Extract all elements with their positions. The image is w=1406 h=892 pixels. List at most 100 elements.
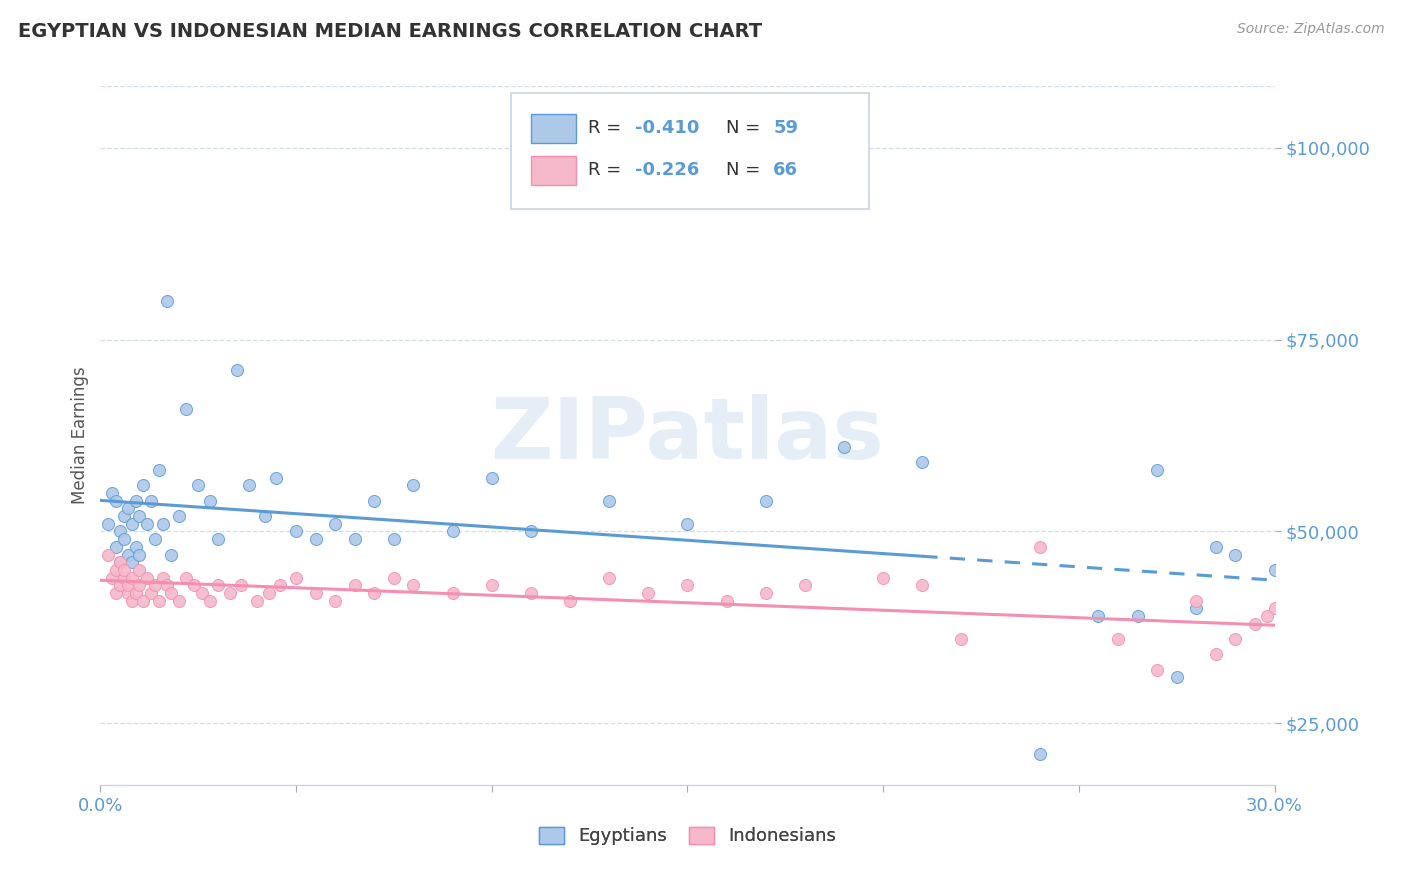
Point — [1146, 463, 1168, 477]
Point — [191, 586, 214, 600]
Point — [156, 294, 179, 309]
Point — [755, 586, 778, 600]
Point — [156, 578, 179, 592]
Point — [183, 578, 205, 592]
Point — [117, 586, 139, 600]
Point — [441, 586, 464, 600]
Point — [1126, 608, 1149, 623]
Point — [128, 548, 150, 562]
Point — [911, 578, 934, 592]
Point — [128, 563, 150, 577]
Point — [285, 524, 308, 539]
Point — [124, 586, 146, 600]
Point — [598, 493, 620, 508]
Point — [218, 586, 240, 600]
Point — [132, 593, 155, 607]
Point — [97, 548, 120, 562]
Point — [676, 578, 699, 592]
Point — [598, 570, 620, 584]
Point — [266, 471, 288, 485]
Text: N =: N = — [727, 161, 766, 179]
Point — [198, 493, 221, 508]
Point — [402, 478, 425, 492]
Point — [167, 509, 190, 524]
Point — [105, 586, 128, 600]
Point — [323, 593, 346, 607]
Point — [176, 570, 198, 584]
Point — [108, 555, 131, 569]
Point — [207, 578, 229, 592]
Point — [148, 593, 170, 607]
Point — [950, 632, 973, 646]
Point — [124, 493, 146, 508]
Point — [343, 532, 366, 546]
Point — [323, 516, 346, 531]
Point — [128, 578, 150, 592]
Text: R =: R = — [588, 161, 627, 179]
Text: N =: N = — [727, 120, 766, 137]
Point — [108, 555, 131, 569]
Point — [226, 363, 249, 377]
Point — [136, 570, 159, 584]
Point — [1244, 616, 1267, 631]
Point — [253, 509, 276, 524]
Point — [382, 532, 405, 546]
Point — [121, 593, 143, 607]
Point — [105, 540, 128, 554]
Point — [187, 478, 209, 492]
Point — [167, 593, 190, 607]
Point — [97, 516, 120, 531]
Text: ZIPatlas: ZIPatlas — [491, 394, 884, 477]
Point — [121, 516, 143, 531]
Point — [520, 524, 543, 539]
Point — [176, 401, 198, 416]
Point — [1029, 747, 1052, 761]
Text: 59: 59 — [773, 120, 799, 137]
Bar — [531, 155, 576, 185]
Point — [1185, 601, 1208, 615]
Point — [1225, 548, 1247, 562]
Point — [132, 478, 155, 492]
Point — [136, 516, 159, 531]
Point — [269, 578, 291, 592]
Point — [101, 486, 124, 500]
Point — [105, 563, 128, 577]
Point — [1295, 655, 1317, 669]
Point — [1271, 624, 1294, 639]
Point — [112, 509, 135, 524]
Point — [1205, 648, 1227, 662]
Point — [143, 532, 166, 546]
Point — [363, 586, 385, 600]
Point — [141, 586, 163, 600]
Point — [1341, 586, 1364, 600]
Point — [1166, 670, 1188, 684]
Point — [363, 493, 385, 508]
Point — [246, 593, 269, 607]
Point — [159, 586, 181, 600]
Point — [152, 516, 174, 531]
Point — [755, 493, 778, 508]
Point — [1225, 632, 1247, 646]
Point — [441, 524, 464, 539]
Point — [121, 570, 143, 584]
FancyBboxPatch shape — [512, 94, 869, 209]
Point — [832, 440, 855, 454]
Point — [112, 563, 135, 577]
Point — [520, 586, 543, 600]
Point — [402, 578, 425, 592]
Point — [676, 516, 699, 531]
Text: EGYPTIAN VS INDONESIAN MEDIAN EARNINGS CORRELATION CHART: EGYPTIAN VS INDONESIAN MEDIAN EARNINGS C… — [18, 22, 762, 41]
Point — [117, 548, 139, 562]
Point — [108, 578, 131, 592]
Point — [257, 586, 280, 600]
Text: -0.226: -0.226 — [634, 161, 699, 179]
Point — [304, 532, 326, 546]
Point — [1282, 640, 1305, 654]
Point — [105, 493, 128, 508]
Text: 66: 66 — [773, 161, 799, 179]
Text: Source: ZipAtlas.com: Source: ZipAtlas.com — [1237, 22, 1385, 37]
Point — [238, 478, 260, 492]
Point — [141, 493, 163, 508]
Point — [343, 578, 366, 592]
Point — [1256, 608, 1278, 623]
